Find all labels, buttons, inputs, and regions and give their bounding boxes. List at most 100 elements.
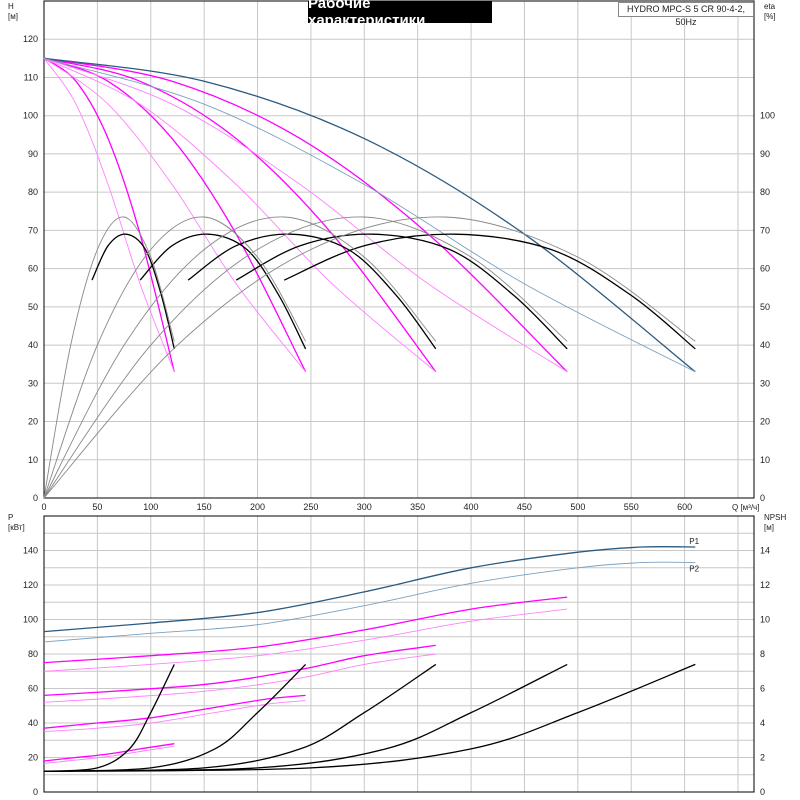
y-tick-label-right: 30 (760, 378, 770, 388)
y-tick-label-right: 40 (760, 340, 770, 350)
y-tick-label-right: 0 (760, 493, 765, 503)
head-eta-series-4 (43, 57, 696, 373)
power-npsh-series-9 (43, 745, 175, 764)
power-npsh-series-10 (43, 664, 175, 772)
y-tick-label-left: 80 (28, 187, 38, 197)
head-eta-series-7 (43, 57, 437, 373)
y-tick-label-right: 14 (760, 546, 770, 556)
x-tick-label: 600 (677, 502, 692, 512)
x-tick-label: 150 (197, 502, 212, 512)
y-tick-label-left: 100 (23, 111, 38, 121)
y-tick-label-right: 50 (760, 302, 770, 312)
y-axis-label-right: eta (764, 2, 776, 11)
model-label: HYDRO MPC-S 5 CR 90-4-2, 50Hz (618, 2, 754, 27)
y-tick-label-left: 80 (28, 649, 38, 659)
head-eta-series-8 (43, 57, 568, 373)
x-tick-label: 100 (143, 502, 158, 512)
y-tick-label-left: 20 (28, 417, 38, 427)
head-eta-series-11 (139, 233, 307, 350)
y-tick-label-right: 8 (760, 649, 765, 659)
curve-layer (43, 57, 696, 772)
x-tick-label: 300 (357, 502, 372, 512)
y-axis-label-right: NPSH (764, 513, 786, 522)
y-tick-label-right: 100 (760, 111, 775, 121)
x-tick-label: 550 (624, 502, 639, 512)
y-tick-label-left: 120 (23, 34, 38, 44)
legend-label-p2: P2 (689, 565, 699, 574)
y-tick-label-left: 10 (28, 455, 38, 465)
y-tick-label-left: 90 (28, 149, 38, 159)
y-tick-label-right: 80 (760, 187, 770, 197)
x-tick-label: 450 (517, 502, 532, 512)
power-npsh-series-8 (43, 743, 175, 762)
x-tick-label: 350 (410, 502, 425, 512)
tick-layer: 0102030405060708090100110120010203040506… (23, 34, 775, 797)
y-tick-label-left: 30 (28, 378, 38, 388)
y-tick-label-right: 4 (760, 718, 765, 728)
head-eta-series-6 (43, 57, 306, 373)
y-axis-unit-right: [%] (764, 12, 776, 21)
head-eta-series-9 (43, 57, 696, 373)
y-tick-label-left: 40 (28, 340, 38, 350)
y-tick-label-left: 40 (28, 718, 38, 728)
y-tick-label-right: 60 (760, 264, 770, 274)
legend-label-p1: P1 (689, 537, 699, 546)
x-axis-label: Q [м³/ч] (732, 503, 759, 512)
y-tick-label-right: 12 (760, 580, 770, 590)
y-tick-label-right: 2 (760, 753, 765, 763)
y-axis-label-left: H (8, 2, 14, 11)
power-npsh-series-1 (43, 561, 696, 643)
head-eta-series-16 (43, 216, 306, 499)
x-tick-label: 200 (250, 502, 265, 512)
head-eta-series-13 (235, 233, 568, 350)
y-tick-label-left: 50 (28, 302, 38, 312)
plot-frame (43, 515, 755, 793)
y-axis-unit-left: [кВт] (8, 523, 25, 532)
y-tick-label-left: 60 (28, 684, 38, 694)
power-npsh-series-5 (43, 653, 436, 703)
y-tick-label-left: 20 (28, 753, 38, 763)
x-tick-label: 50 (92, 502, 102, 512)
head-eta-series-10 (91, 233, 175, 350)
y-tick-label-left: 100 (23, 615, 38, 625)
power-npsh-series-11 (43, 663, 307, 772)
grid-layer (43, 0, 755, 793)
y-tick-label-left: 0 (33, 787, 38, 797)
y-tick-label-left: 140 (23, 546, 38, 556)
head-eta-series-15 (43, 216, 175, 499)
x-tick-label: 250 (303, 502, 318, 512)
y-tick-label-right: 0 (760, 787, 765, 797)
y-tick-label-left: 110 (24, 72, 38, 82)
y-axis-unit-right: [м] (764, 523, 774, 532)
y-tick-label-left: 60 (28, 264, 38, 274)
power-npsh-series-4 (43, 644, 436, 697)
y-tick-label-right: 10 (760, 455, 770, 465)
y-tick-label-right: 90 (760, 149, 770, 159)
y-tick-label-right: 70 (760, 225, 770, 235)
power-npsh-series-2 (43, 596, 568, 664)
head-eta-series-19 (43, 216, 696, 499)
head-eta-series-17 (43, 216, 437, 499)
power-npsh-series-0 (43, 545, 696, 633)
y-tick-label-right: 6 (760, 684, 765, 694)
head-eta-series-3 (43, 57, 568, 373)
y-tick-label-right: 10 (760, 615, 770, 625)
y-tick-label-left: 120 (23, 580, 38, 590)
y-tick-label-right: 20 (760, 417, 770, 427)
power-npsh-series-3 (43, 608, 568, 672)
x-tick-label: 0 (41, 502, 46, 512)
chart-title: Рабочие характеристики (308, 0, 492, 29)
head-eta-series-12 (187, 233, 437, 350)
y-axis-label-left: P (8, 513, 13, 522)
x-tick-label: 500 (570, 502, 585, 512)
y-tick-label-left: 0 (33, 493, 38, 503)
head-eta-series-5 (43, 58, 175, 372)
head-eta-series-14 (283, 233, 696, 350)
head-eta-series-2 (43, 57, 437, 373)
power-npsh-series-14 (43, 663, 696, 772)
x-tick-label: 400 (464, 502, 479, 512)
y-axis-unit-left: [м] (8, 12, 18, 21)
y-tick-label-left: 70 (28, 225, 38, 235)
